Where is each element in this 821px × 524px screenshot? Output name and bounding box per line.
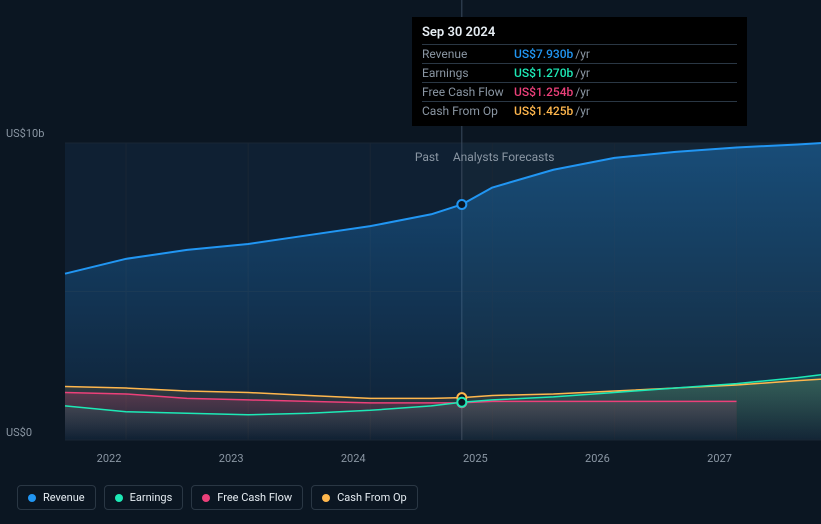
tooltip-row: Cash From OpUS$1.425b /yr — [422, 101, 737, 120]
legend-item-earnings[interactable]: Earnings — [104, 485, 184, 510]
x-axis-tick: 2026 — [585, 452, 610, 465]
legend-dot-icon — [322, 494, 330, 502]
y-axis-label-bottom: US$0 — [6, 426, 32, 439]
tooltip-row-unit: /yr — [575, 47, 590, 61]
legend-label: Free Cash Flow — [217, 491, 292, 504]
x-axis-labels: 2022 2023 2024 2025 2026 2027 — [17, 452, 805, 472]
x-axis-tick: 2024 — [341, 452, 366, 465]
legend-label: Cash From Op — [337, 491, 407, 504]
legend-item-cfo[interactable]: Cash From Op — [311, 485, 418, 510]
x-axis-tick: 2027 — [707, 452, 732, 465]
tooltip-row-unit: /yr — [575, 85, 590, 99]
legend-dot-icon — [115, 494, 123, 502]
tooltip-title: Sep 30 2024 — [422, 25, 737, 44]
legend-label: Revenue — [43, 491, 85, 504]
tooltip-row-value: US$1.270b — [514, 66, 573, 80]
tooltip-row-value: US$1.425b — [514, 104, 573, 118]
forecast-region-label: Analysts Forecasts — [453, 150, 555, 164]
y-axis-label-top: US$10b — [6, 127, 44, 140]
tooltip-row-label: Cash From Op — [422, 104, 514, 118]
tooltip-row-label: Free Cash Flow — [422, 85, 514, 99]
legend: Revenue Earnings Free Cash Flow Cash From O… — [17, 485, 418, 510]
x-axis-tick: 2022 — [97, 452, 122, 465]
past-region-label: Past — [415, 150, 439, 164]
tooltip-row-label: Earnings — [422, 66, 514, 80]
tooltip-row-unit: /yr — [575, 66, 590, 80]
legend-item-revenue[interactable]: Revenue — [17, 485, 96, 510]
legend-dot-icon — [202, 494, 210, 502]
x-axis-tick: 2025 — [463, 452, 488, 465]
tooltip-row-value: US$7.930b — [514, 47, 573, 61]
tooltip-row: RevenueUS$7.930b /yr — [422, 44, 737, 63]
tooltip-row: EarningsUS$1.270b /yr — [422, 63, 737, 82]
legend-item-fcf[interactable]: Free Cash Flow — [191, 485, 303, 510]
tooltip: Sep 30 2024 RevenueUS$7.930b /yrEarnings… — [412, 17, 747, 126]
legend-label: Earnings — [130, 491, 173, 504]
tooltip-row-value: US$1.254b — [514, 85, 573, 99]
tooltip-row: Free Cash FlowUS$1.254b /yr — [422, 82, 737, 101]
x-axis-tick: 2023 — [219, 452, 244, 465]
legend-dot-icon — [28, 494, 36, 502]
tooltip-row-unit: /yr — [575, 104, 590, 118]
tooltip-row-label: Revenue — [422, 47, 514, 61]
